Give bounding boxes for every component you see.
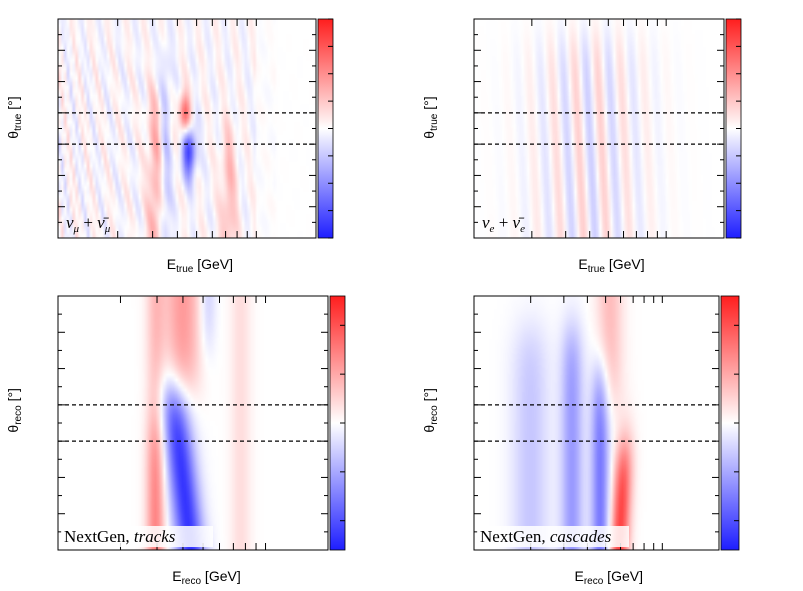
y-axis-title: θtrue [°] — [5, 96, 24, 138]
panel-B: Etrue [GeV] θtrue [°] νe + ν̄e — [421, 18, 742, 275]
x-axis-title: Ereco [GeV] — [575, 568, 643, 586]
annotation-box — [477, 526, 629, 547]
heatmap-A — [58, 19, 316, 238]
heatmap-C — [58, 296, 328, 550]
y-axis-title: θreco [°] — [421, 388, 440, 433]
heatmap-D — [474, 296, 719, 550]
flavor-annotation: νe + ν̄e — [482, 213, 525, 235]
x-axis-title: Etrue [GeV] — [167, 256, 233, 275]
panel-C: Ereco [GeV] θreco [°] NextGen, tracks — [5, 295, 346, 587]
y-axis-title: θreco [°] — [5, 388, 24, 433]
panel-D: Ereco [GeV] θreco [°] NextGen, cascades — [421, 295, 740, 587]
flavor-annotation: νμ + ν̄μ — [66, 213, 111, 235]
sample-annotation: NextGen, cascades — [480, 527, 612, 546]
annotation-box — [61, 526, 213, 547]
heatmap-B — [474, 19, 724, 238]
x-axis-title: Etrue [GeV] — [578, 256, 644, 275]
panel-A: Etrue [GeV] θtrue [°] νμ + ν̄μ — [5, 18, 334, 275]
x-axis-title: Ereco [GeV] — [172, 568, 240, 586]
sample-annotation: NextGen, tracks — [64, 527, 176, 546]
y-axis-title: θtrue [°] — [421, 96, 440, 138]
